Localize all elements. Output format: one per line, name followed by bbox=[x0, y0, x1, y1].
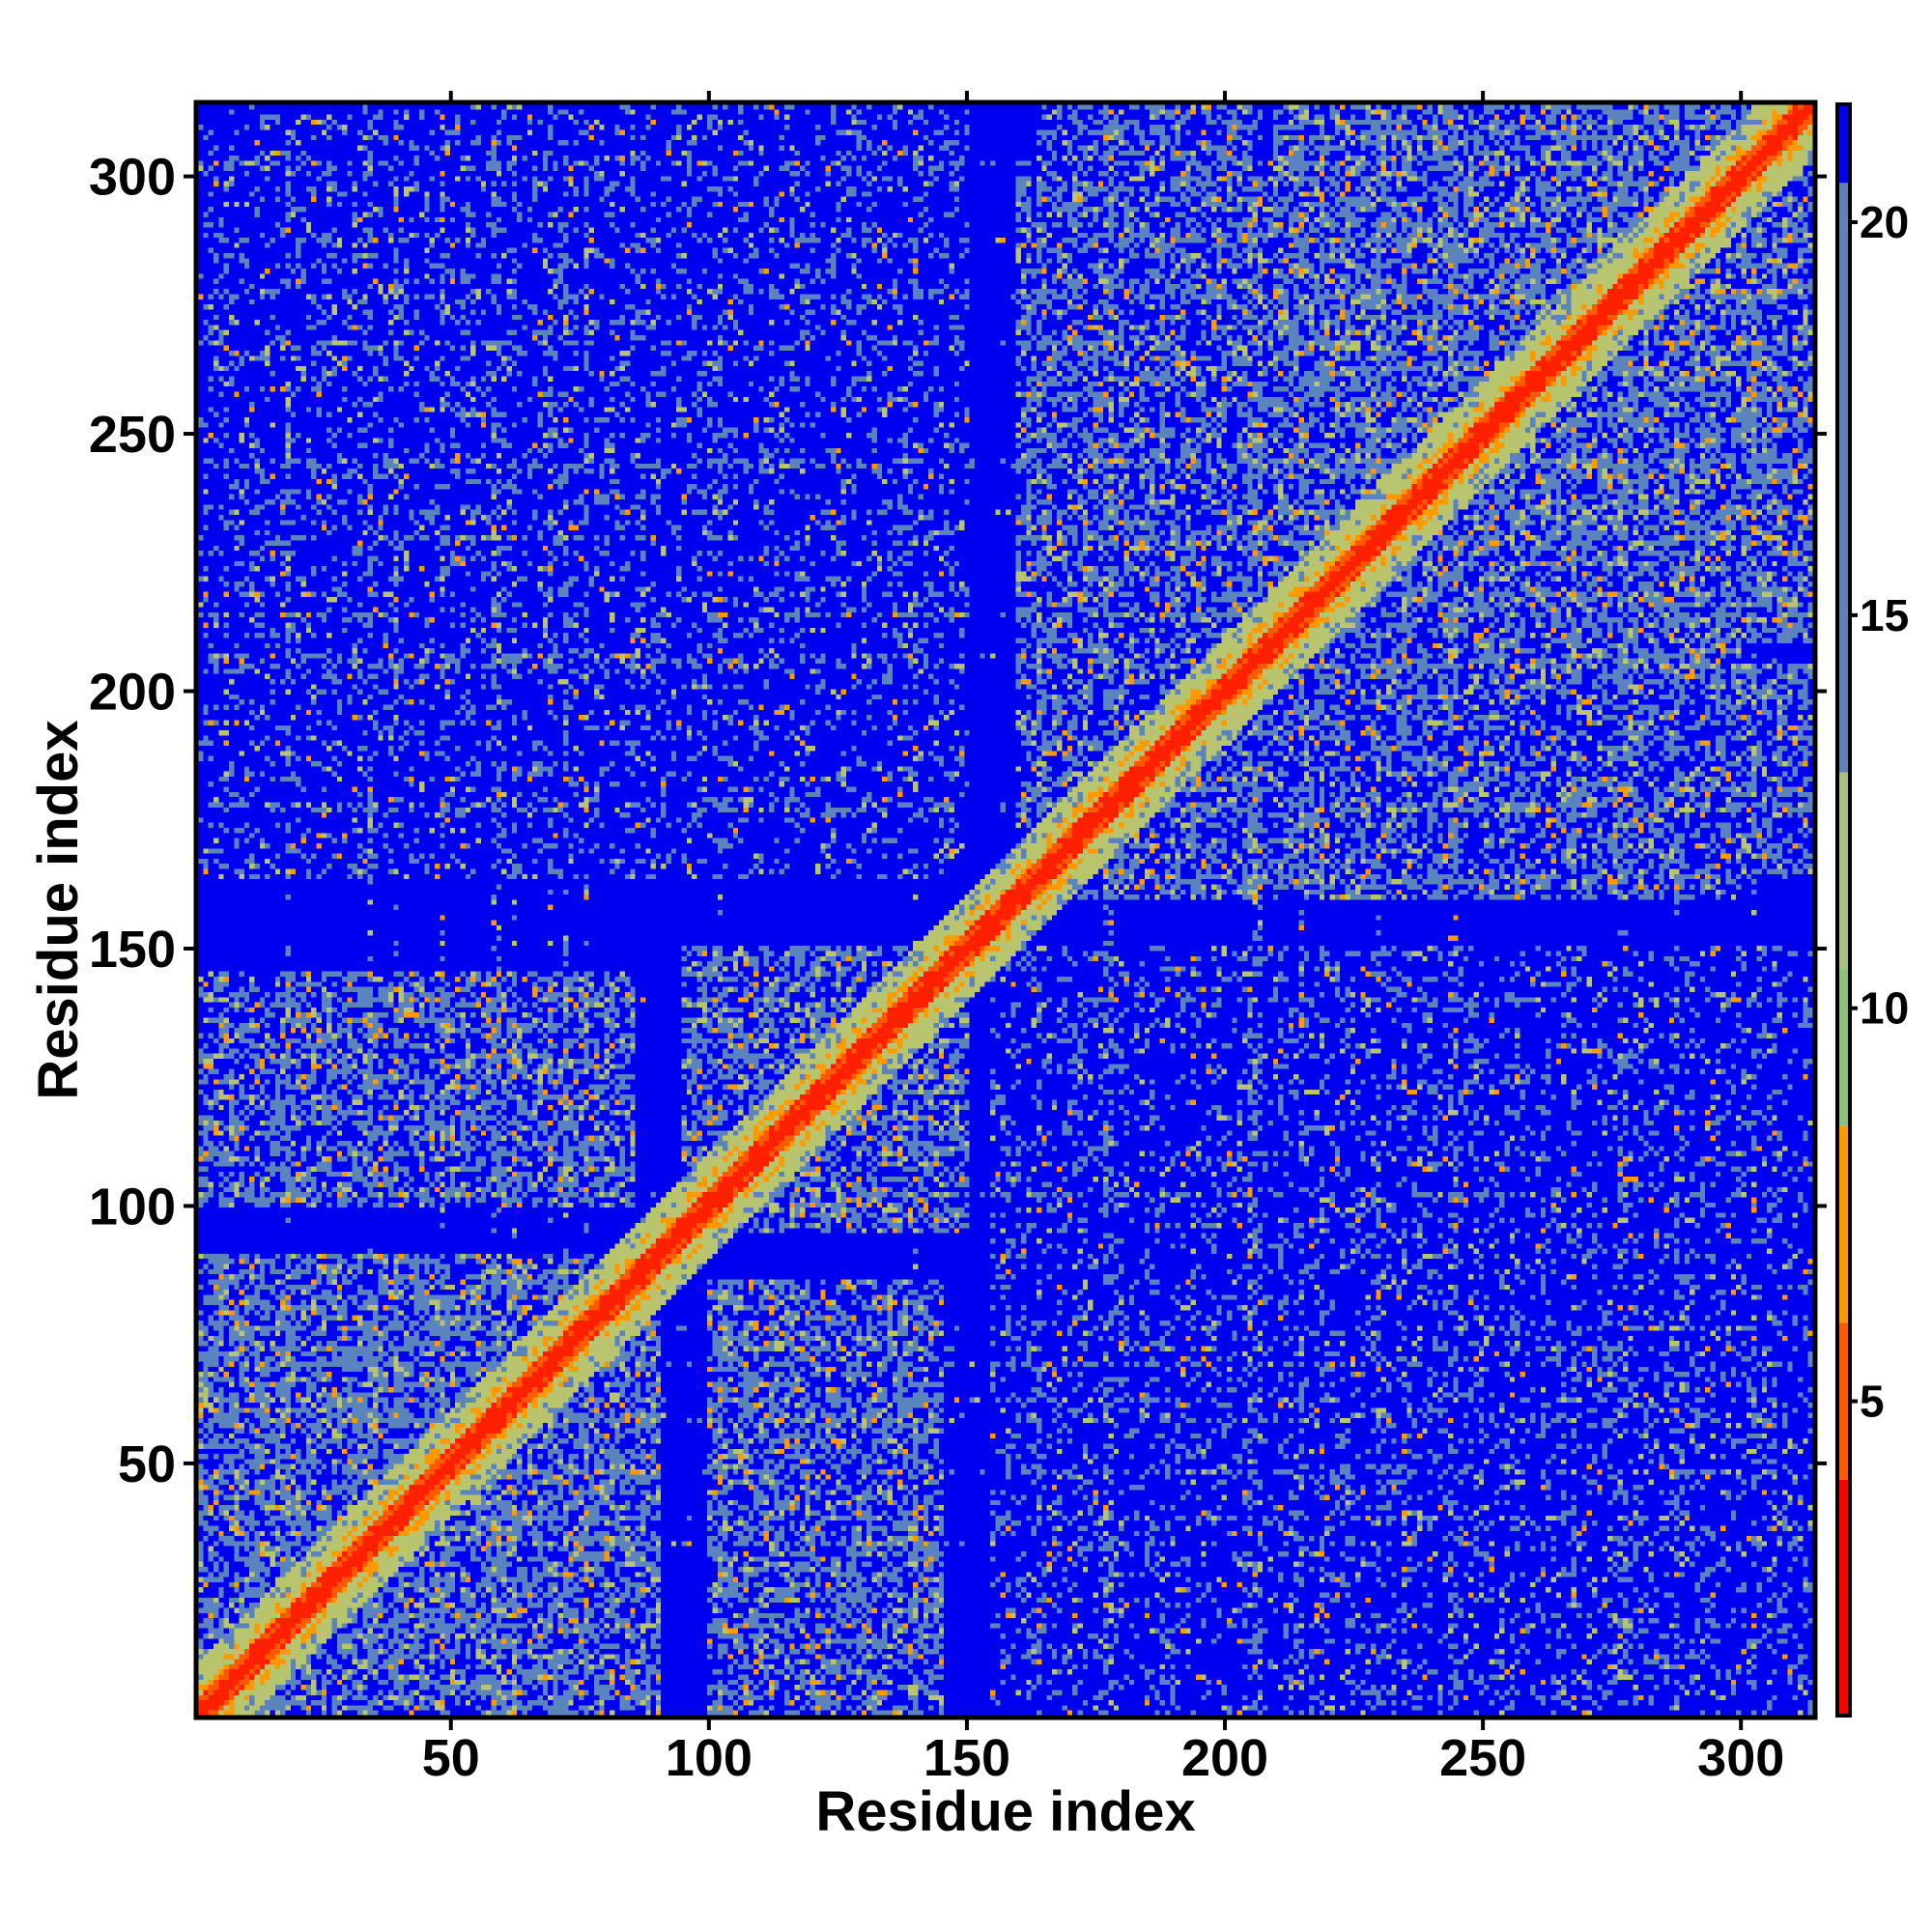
axis-ticks: 50 100 150 200 250 300 50 100 150 200 250 300 bbox=[89, 91, 1827, 1787]
colorbar-segment bbox=[1837, 183, 1850, 773]
x-tick-label: 250 bbox=[1439, 1729, 1526, 1787]
colorbar: 5 10 15 20 bbox=[1835, 102, 1909, 1718]
colorbar-segment bbox=[1837, 969, 1850, 1126]
y-tick-label: 150 bbox=[89, 921, 176, 979]
colorbar-segment bbox=[1837, 1479, 1850, 1716]
x-tick-label: 100 bbox=[666, 1729, 753, 1787]
colorbar-tick-label: 15 bbox=[1860, 590, 1909, 640]
colorbar-segment bbox=[1837, 1125, 1850, 1323]
y-tick-label: 50 bbox=[118, 1435, 176, 1493]
plot-frame bbox=[193, 99, 1818, 1720]
heatmap bbox=[198, 104, 1813, 1716]
colorbar-tick-label: 10 bbox=[1860, 983, 1909, 1034]
colorbar-tick-label: 20 bbox=[1860, 197, 1909, 247]
colorbar-tick-label: 5 bbox=[1860, 1377, 1885, 1427]
y-tick-label: 300 bbox=[89, 149, 176, 207]
colorbar-segment bbox=[1837, 104, 1850, 184]
y-axis-title: Residue index bbox=[27, 720, 90, 1099]
y-tick-label: 250 bbox=[89, 406, 176, 464]
heatmap-image bbox=[198, 104, 1813, 1716]
colorbar-segment bbox=[1837, 1322, 1850, 1480]
x-tick-label: 200 bbox=[1181, 1729, 1268, 1787]
x-tick-label: 150 bbox=[923, 1729, 1010, 1787]
x-tick-label: 50 bbox=[422, 1729, 480, 1787]
colorbar-segment bbox=[1837, 772, 1850, 970]
x-axis-title: Residue index bbox=[815, 1780, 1195, 1843]
y-tick-label: 200 bbox=[89, 664, 176, 722]
x-tick-label: 300 bbox=[1697, 1729, 1784, 1787]
y-tick-label: 100 bbox=[89, 1178, 176, 1236]
colorbar-frame bbox=[1835, 102, 1852, 1718]
